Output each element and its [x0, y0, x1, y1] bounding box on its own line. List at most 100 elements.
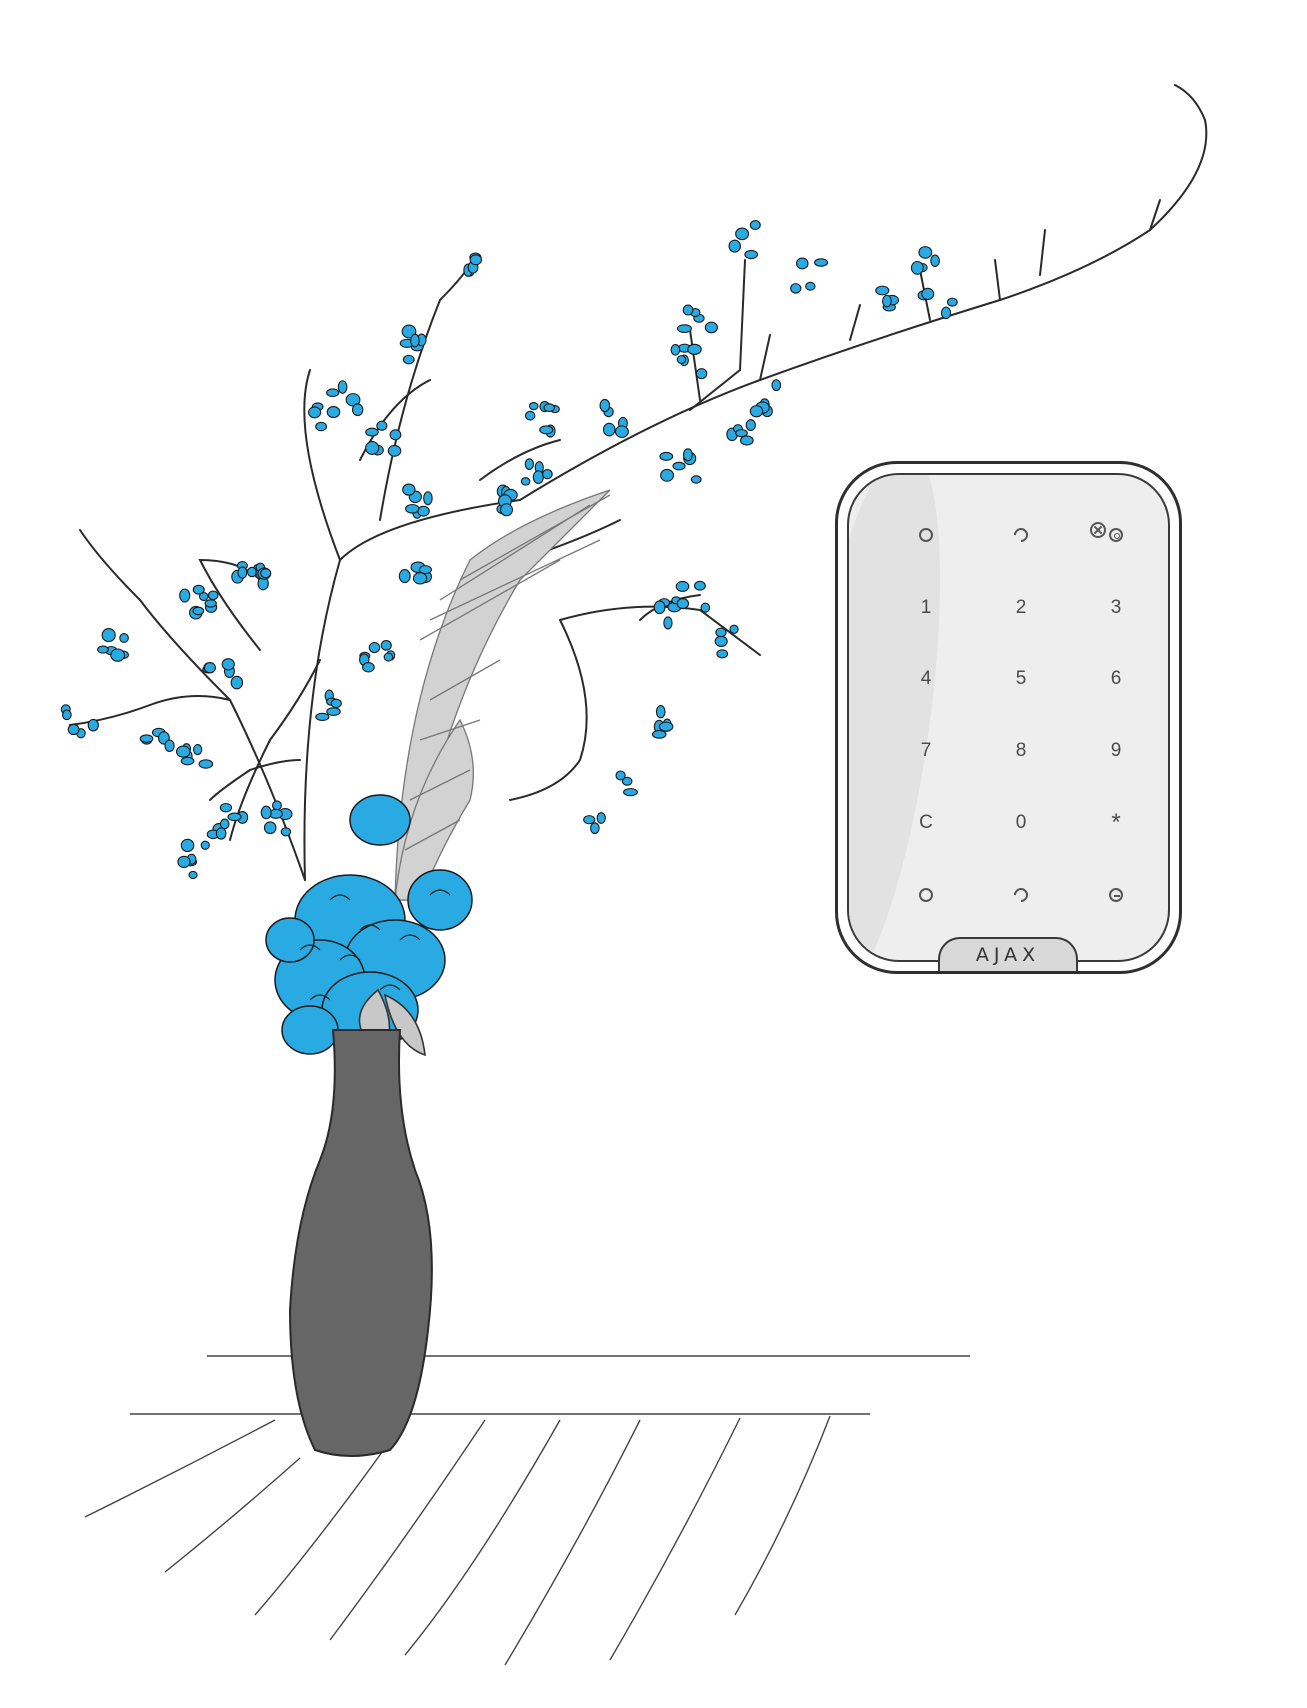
blossom — [745, 419, 756, 431]
blossom — [520, 477, 531, 486]
brand-logo: AJAX — [938, 937, 1078, 971]
blossom — [180, 756, 195, 766]
key-star[interactable]: * — [1111, 809, 1121, 836]
ring-open-icon[interactable] — [906, 875, 946, 915]
blossom — [337, 380, 348, 394]
blossom — [814, 258, 829, 267]
blossom — [795, 257, 809, 270]
blossom — [687, 343, 702, 356]
blossom — [882, 294, 892, 308]
blossom — [621, 776, 633, 786]
branches — [69, 84, 1208, 881]
blossom — [735, 227, 750, 241]
blossom — [700, 602, 711, 613]
key-4[interactable]: 4 — [920, 668, 932, 689]
blossom — [164, 739, 175, 753]
blossom — [658, 721, 674, 732]
blossom — [728, 239, 741, 253]
blossom — [690, 475, 702, 484]
ring-open-icon[interactable] — [906, 515, 946, 555]
blossom — [188, 870, 198, 880]
ring-target-icon[interactable] — [1096, 515, 1136, 555]
key-7[interactable]: 7 — [920, 740, 932, 761]
blossom — [716, 649, 729, 659]
blossom — [660, 468, 675, 482]
blossom — [410, 333, 420, 348]
blossom — [599, 398, 611, 413]
blossom — [771, 379, 782, 392]
key-8[interactable]: 8 — [1015, 740, 1027, 761]
ring-minus-icon[interactable] — [1096, 875, 1136, 915]
blossom — [219, 818, 230, 830]
blossom — [672, 461, 686, 471]
blossom — [260, 805, 272, 820]
blossom — [614, 425, 629, 439]
blossom — [315, 712, 330, 721]
blossom — [380, 640, 392, 651]
blossom — [682, 448, 693, 462]
ring-partial-icon[interactable] — [1001, 515, 1041, 555]
blossom — [735, 429, 748, 438]
blossom — [87, 718, 99, 732]
floor-lines — [84, 1355, 970, 1666]
blossom — [204, 599, 217, 608]
blossom — [280, 827, 292, 837]
blossom — [500, 503, 513, 517]
vase — [288, 1029, 433, 1457]
key-0[interactable]: 0 — [1015, 812, 1027, 833]
key-1[interactable]: 1 — [920, 597, 932, 618]
key-2[interactable]: 2 — [1015, 597, 1027, 618]
blossom — [101, 628, 116, 643]
ring-partial-icon[interactable] — [1001, 875, 1041, 915]
blossom — [675, 580, 690, 592]
key-3[interactable]: 3 — [1110, 597, 1122, 618]
blossom — [623, 788, 638, 797]
blossom — [192, 606, 205, 616]
blossom — [200, 840, 210, 850]
blossom — [215, 827, 227, 840]
blossom — [524, 410, 536, 421]
blossom — [790, 283, 802, 294]
key-clear[interactable]: C — [919, 812, 933, 833]
blossom — [749, 405, 764, 418]
blossom — [180, 838, 195, 853]
blossom — [524, 458, 534, 470]
blossom — [676, 355, 687, 364]
blossom — [659, 451, 674, 461]
blossom — [110, 648, 126, 662]
blossom — [805, 281, 816, 291]
blossom — [921, 287, 935, 301]
blossom — [676, 324, 692, 334]
blossom — [714, 635, 728, 647]
blossom — [221, 658, 235, 671]
key-5[interactable]: 5 — [1015, 668, 1027, 689]
key-6[interactable]: 6 — [1110, 668, 1122, 689]
blossom — [918, 246, 933, 259]
ajax-keypad: 1 2 3 4 5 6 7 8 9 C 0 * — [835, 461, 1182, 974]
blossom — [365, 427, 379, 437]
blossom — [663, 616, 673, 630]
blossom — [740, 435, 754, 446]
blossom — [693, 580, 706, 591]
ring-cross-icon[interactable] — [1078, 510, 1118, 550]
blossom — [387, 444, 402, 457]
blossom — [198, 759, 214, 769]
blossom — [351, 403, 364, 417]
blossom — [326, 707, 341, 716]
blossom — [543, 403, 555, 412]
blossom — [272, 800, 282, 811]
blossom — [744, 249, 759, 260]
blossom — [596, 812, 606, 824]
key-9[interactable]: 9 — [1110, 740, 1122, 761]
blossom — [910, 260, 924, 275]
blossom — [263, 821, 277, 835]
blossom — [542, 469, 553, 480]
blossom — [940, 306, 952, 320]
blossom — [749, 220, 761, 231]
blossom — [219, 802, 233, 813]
blossom — [682, 304, 694, 316]
blossom — [376, 420, 388, 431]
blossom — [97, 645, 109, 654]
blossom — [695, 368, 708, 380]
